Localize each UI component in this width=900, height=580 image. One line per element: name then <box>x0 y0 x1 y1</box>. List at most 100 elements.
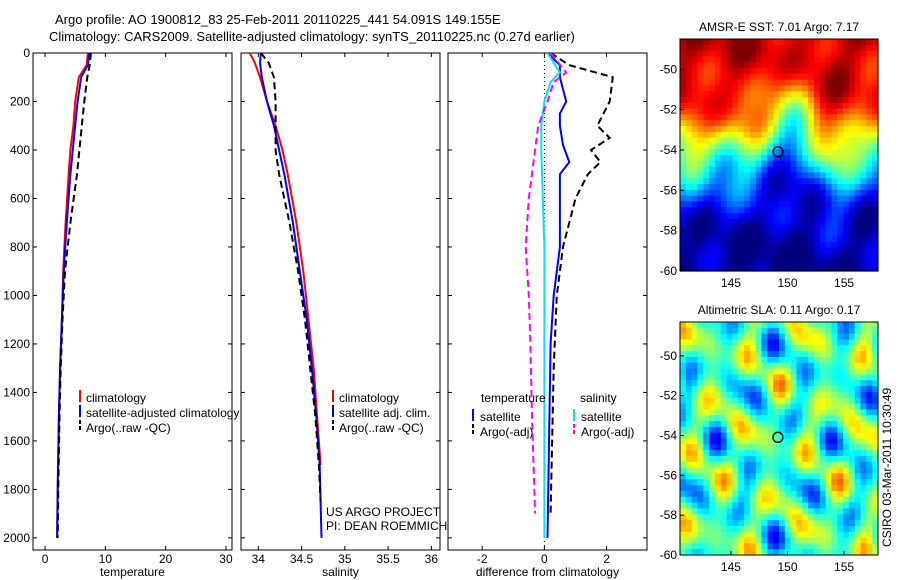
map-cell <box>802 195 809 202</box>
map-cell <box>691 126 699 133</box>
map-cell <box>825 490 833 498</box>
map-cell <box>843 508 850 515</box>
map-cell <box>813 201 821 208</box>
map-cell <box>854 455 862 463</box>
map-cell <box>767 426 774 434</box>
map-cell <box>685 368 693 376</box>
map-cell <box>808 514 815 521</box>
map-cell <box>860 339 867 346</box>
map-cell <box>808 218 815 226</box>
map-cell <box>703 537 710 544</box>
map-cell <box>697 102 704 110</box>
map-cell <box>755 131 763 139</box>
map-cell <box>703 126 710 133</box>
map-cell <box>773 213 780 220</box>
map-cell <box>796 444 803 451</box>
map-cell <box>796 455 803 463</box>
x-tick-label: 2 <box>603 552 610 566</box>
map-cell <box>709 131 716 139</box>
map-cell <box>726 514 734 521</box>
map-cell <box>866 333 873 341</box>
map-cell <box>790 172 798 179</box>
map-cell <box>697 253 704 260</box>
map-cell <box>755 508 763 515</box>
map-cell <box>790 467 798 475</box>
map-cell <box>755 97 763 104</box>
map-cell <box>831 520 838 527</box>
map-cell <box>744 327 751 335</box>
map-cell <box>837 525 844 533</box>
map-cell <box>813 391 821 399</box>
map-cell <box>691 195 699 202</box>
map-cell <box>825 485 833 492</box>
map-cell <box>854 265 862 272</box>
map-cell <box>744 189 751 197</box>
map-cell <box>866 450 873 457</box>
map-cell <box>796 265 803 272</box>
x-tick-label: -2 <box>477 552 488 566</box>
map-cell <box>843 195 850 202</box>
map-cell <box>784 421 792 428</box>
map-cell <box>779 409 786 416</box>
map-cell <box>726 520 734 527</box>
map-cell <box>744 438 751 445</box>
map-cell <box>749 520 757 527</box>
map-cell <box>773 85 780 92</box>
map-cell <box>784 68 792 75</box>
map-cell <box>709 549 716 556</box>
map-cell <box>714 79 722 86</box>
map-cell <box>872 155 879 162</box>
map-cell <box>796 339 803 346</box>
map-cell <box>831 549 838 556</box>
map-cell <box>872 333 879 341</box>
map-cell <box>831 195 838 202</box>
map-cell <box>744 537 751 544</box>
map-cell <box>819 345 827 352</box>
map-cell <box>773 172 780 179</box>
map-cell <box>767 236 774 243</box>
map-cell <box>709 403 716 410</box>
map-cell <box>738 502 745 509</box>
map-cell <box>837 479 844 486</box>
map-cell <box>761 525 768 533</box>
map-cell <box>773 160 780 168</box>
map-cell <box>779 213 786 220</box>
y-tick-label: 1600 <box>3 434 30 448</box>
map-cell <box>843 549 850 556</box>
map-cell <box>744 485 751 492</box>
map-cell <box>831 218 838 226</box>
map-cell <box>749 73 757 81</box>
map-cell <box>831 391 838 399</box>
map-cell <box>685 426 693 434</box>
map-cell <box>837 356 844 364</box>
map-cell <box>749 322 757 329</box>
map-cell <box>825 184 833 191</box>
map-cell <box>749 201 757 208</box>
map-cell <box>761 438 768 445</box>
map-cell <box>802 236 809 243</box>
map-cell <box>714 155 722 162</box>
map-cell <box>767 149 774 156</box>
map-cell <box>749 166 757 173</box>
map-cell <box>813 473 821 480</box>
map-cell <box>680 496 687 504</box>
map-cell <box>767 160 774 168</box>
map-cell <box>848 79 856 86</box>
map-cell <box>680 172 687 179</box>
map-cell <box>755 339 763 346</box>
map-cell <box>726 421 734 428</box>
map-cell <box>837 473 844 480</box>
map-cell <box>685 496 693 504</box>
map-cell <box>825 356 833 364</box>
map-cell <box>720 327 728 335</box>
map-cell <box>808 201 815 208</box>
map-cell <box>848 421 856 428</box>
map-cell <box>685 391 693 399</box>
map-cell <box>726 166 734 173</box>
map-cell <box>703 391 710 399</box>
map-cell <box>866 421 873 428</box>
map-cell <box>813 333 821 341</box>
map-cell <box>685 189 693 197</box>
map-cell <box>779 345 786 352</box>
